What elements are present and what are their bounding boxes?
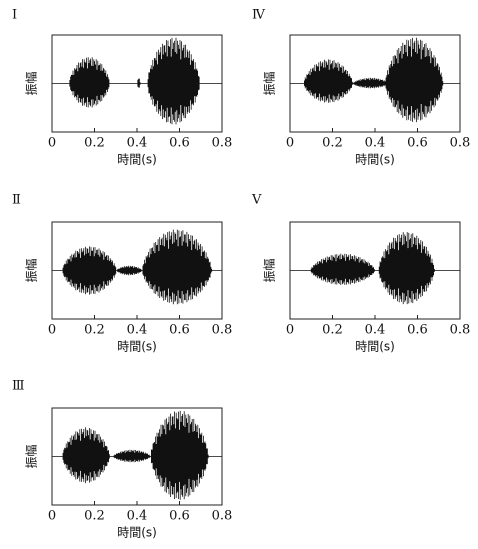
y-axis-label: 振幅: [24, 444, 39, 468]
x-tick-label: 0.8: [450, 136, 471, 151]
waveform: [52, 37, 222, 125]
x-tick-label: 0.2: [322, 323, 343, 338]
waveform: [290, 37, 460, 123]
x-tick-label: 0.8: [450, 323, 471, 338]
panel: Ⅰ 振幅 0 0.2 0.4 0.6 0.8 時間(s): [12, 8, 232, 167]
x-tick-label: 0.4: [127, 509, 148, 524]
y-axis-label: 振幅: [24, 71, 39, 95]
panel: Ⅲ 振幅 0 0.2 0.4 0.6 0.8 時間(s): [12, 379, 232, 540]
x-axis-label: 時間(s): [117, 153, 157, 167]
x-tick-label: 0: [286, 136, 294, 151]
x-tick-label: 0.8: [212, 509, 233, 524]
x-tick-label: 0.4: [365, 136, 386, 151]
waveform: [52, 229, 222, 305]
waveform: [290, 232, 460, 305]
x-axis-label: 時間(s): [355, 340, 395, 354]
y-axis-label: 振幅: [262, 258, 277, 282]
x-tick-label: 0: [48, 509, 56, 524]
x-tick-label: 0.6: [169, 323, 190, 338]
x-axis-label: 時間(s): [355, 153, 395, 167]
x-axis-label: 時間(s): [117, 340, 157, 354]
x-tick-label: 0.2: [84, 136, 105, 151]
x-tick-label: 0: [48, 136, 56, 151]
waveform: [52, 410, 222, 500]
x-tick-label: 0.8: [212, 136, 233, 151]
y-axis-label: 振幅: [24, 258, 39, 282]
x-tick-label: 0.8: [212, 323, 233, 338]
x-tick-label: 0.6: [407, 323, 428, 338]
panel-label: Ⅲ: [12, 379, 25, 394]
panel-label: Ⅰ: [12, 8, 17, 23]
x-tick-label: 0.6: [407, 136, 428, 151]
panel: Ⅳ 振幅 0 0.2 0.4 0.6 0.8 時間(s): [252, 8, 470, 167]
x-tick-label: 0: [48, 323, 56, 338]
x-tick-label: 0.4: [127, 136, 148, 151]
x-axis-label: 時間(s): [117, 526, 157, 540]
y-axis-label: 振幅: [262, 71, 277, 95]
x-tick-label: 0.2: [84, 323, 105, 338]
panel: Ⅴ 振幅 0 0.2 0.4 0.6 0.8 時間(s): [251, 193, 470, 354]
panel-label: Ⅱ: [12, 193, 21, 208]
x-tick-label: 0.2: [84, 509, 105, 524]
panel-label: Ⅳ: [252, 8, 266, 23]
x-tick-label: 0: [286, 323, 294, 338]
x-tick-label: 0.6: [169, 509, 190, 524]
x-tick-label: 0.6: [169, 136, 190, 151]
panel-label: Ⅴ: [251, 193, 262, 208]
x-tick-label: 0.4: [365, 323, 386, 338]
x-tick-label: 0.4: [127, 323, 148, 338]
x-tick-label: 0.2: [322, 136, 343, 151]
panel: Ⅱ 振幅 0 0.2 0.4 0.6 0.8 時間(s): [12, 193, 232, 354]
